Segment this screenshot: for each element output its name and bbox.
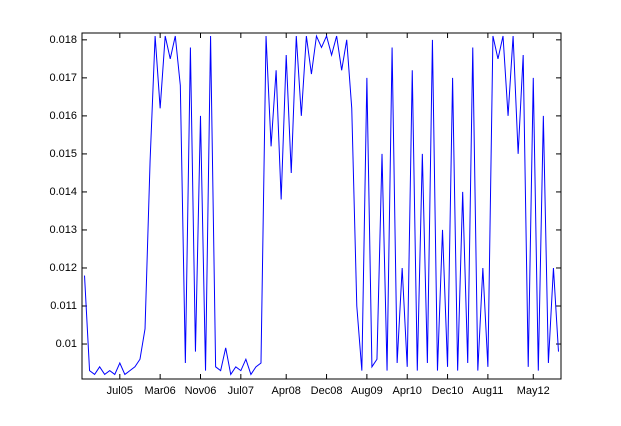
x-tick-label: Aug09 [351, 385, 383, 397]
x-tick-label: May12 [517, 385, 550, 397]
x-tick-label: Nov06 [185, 385, 217, 397]
x-tick-label: Aug11 [472, 385, 503, 397]
x-tick-label: Jul07 [228, 385, 254, 397]
x-tick-label: Apr10 [393, 385, 422, 397]
data-line [84, 34, 559, 376]
plot-area [81, 32, 562, 380]
x-tick-label: Mar06 [145, 385, 176, 397]
x-tick-label: Jul05 [107, 385, 133, 397]
x-tick-label: Apr08 [272, 385, 301, 397]
y-tick-label: 0.013 [49, 224, 77, 236]
y-tick-label: 0.015 [49, 148, 77, 160]
y-tick-label: 0.017 [49, 72, 77, 84]
y-tick-label: 0.016 [49, 110, 77, 122]
y-tick-label: 0.014 [49, 186, 77, 198]
x-tick-label: Dec10 [432, 385, 464, 397]
y-tick-label: 0.011 [50, 300, 77, 312]
y-tick-label: 0.012 [49, 262, 77, 274]
y-tick-label: 0.01 [56, 338, 77, 350]
y-tick-label: 0.018 [49, 34, 77, 46]
x-tick-label: Dec08 [311, 385, 343, 397]
